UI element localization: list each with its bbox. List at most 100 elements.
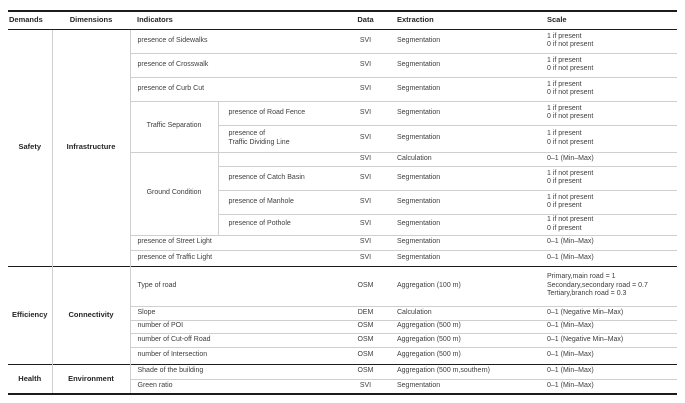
table-row: Green ratio SVI Segmentation 0–1 (Min–Ma… — [8, 378, 677, 394]
table-row: Health Environment Shade of the building… — [8, 363, 677, 394]
header-indicators: Indicators — [130, 11, 345, 30]
scale-value: 1 if present 0 if not present — [540, 52, 677, 77]
table-row: presence of Curb Cut SVI Segmentation 1 … — [8, 76, 677, 101]
scale-value: 0–1 (Min–Max) — [540, 363, 677, 379]
table-row: presence of Street Light SVI Segmentatio… — [8, 234, 677, 250]
scale-value: 0–1 (Min–Max) — [540, 151, 677, 166]
scale-value: 1 if present 0 if not present — [540, 76, 677, 101]
indicator-label: presence of Curb Cut — [130, 76, 345, 101]
extraction-value: Aggregation (500 m,southern) — [386, 363, 540, 379]
table-row: Efficiency Connectivity Type of road OSM… — [8, 265, 677, 364]
indicator-group-traffic-separation: Traffic Separation — [130, 100, 219, 152]
header-data: Data — [345, 11, 386, 30]
extraction-value: Segmentation — [386, 234, 540, 250]
data-value: SVI — [345, 76, 386, 101]
data-value: SVI — [345, 52, 386, 77]
demand-health: Health — [8, 363, 53, 394]
scale-value: 0–1 (Min–Max) — [540, 378, 677, 394]
scale-value: 0–1 (Min–Max) — [540, 249, 677, 266]
indicator-label: number of Intersection — [130, 346, 345, 364]
table-row: presence of Catch Basin SVI Segmentation… — [8, 165, 677, 190]
indicator-label: presence of Traffic Dividing Line — [218, 124, 345, 152]
extraction-value: Calculation — [386, 305, 540, 320]
extraction-value: Segmentation — [386, 249, 540, 266]
indicator-label — [218, 151, 345, 166]
data-value: SVI — [359, 36, 372, 44]
scale-value: 1 if present 0 if not present — [547, 32, 594, 49]
table-row: presence of Traffic Dividing Line SVI Se… — [8, 124, 677, 152]
dimension-infrastructure: Infrastructure — [52, 29, 131, 266]
table-row: number of POI OSM Aggregation (500 m) 0–… — [8, 319, 677, 333]
scale-value: 0–1 (Min–Max) — [540, 346, 677, 364]
scale-value: 1 if not present 0 if present — [540, 189, 677, 214]
scale-value: 0–1 (Negative Min–Max) — [540, 332, 677, 347]
indicator-label: number of POI — [130, 319, 345, 333]
extraction-value: Calculation — [386, 151, 540, 166]
indicator-label: number of Cut-off Road — [130, 332, 345, 347]
data-value: SVI — [345, 249, 386, 266]
demand-safety: Safety — [8, 29, 53, 266]
data-value: SVI — [345, 124, 386, 152]
table-row: presence of Manhole SVI Segmentation 1 i… — [8, 189, 677, 214]
indicator-label: presence of Street Light — [130, 234, 345, 250]
extraction-value: Segmentation — [386, 52, 540, 77]
indicators-table: Demands Dimensions Indicators Data Extra… — [8, 10, 677, 395]
header-extraction: Extraction — [386, 11, 540, 30]
data-value: SVI — [345, 378, 386, 394]
scale-value: 1 if not present 0 if present — [540, 165, 677, 190]
data-value: OSM — [345, 363, 386, 379]
data-value: OSM — [345, 346, 386, 364]
data-value: DEM — [345, 305, 386, 320]
data-value: SVI — [345, 151, 386, 166]
table-row: Slope DEM Calculation 0–1 (Negative Min–… — [8, 305, 677, 320]
extraction-value: Segmentation — [386, 165, 540, 190]
extraction-value: Segmentation — [397, 36, 441, 44]
table-row: Safety Infrastructure presence of Sidewa… — [8, 29, 677, 266]
indicator-label: presence of Manhole — [218, 189, 345, 214]
header-scale: Scale — [540, 11, 677, 30]
table-row: Ground Condition SVI Calculation 0–1 (Mi… — [8, 151, 677, 235]
extraction-value: Aggregation (500 m) — [386, 346, 540, 364]
data-value: OSM — [345, 265, 386, 306]
extraction-value: Segmentation — [386, 213, 540, 235]
indicator-label: presence of Crosswalk — [130, 52, 345, 77]
data-value: SVI — [345, 234, 386, 250]
table-row: presence of Crosswalk SVI Segmentation 1… — [8, 52, 677, 77]
table-row: presence of Traffic Light SVI Segmentati… — [8, 249, 677, 266]
data-value: SVI — [345, 165, 386, 190]
data-value: SVI — [345, 189, 386, 214]
indicator-label: Shade of the building — [130, 363, 345, 379]
data-value: SVI — [345, 213, 386, 235]
dimension-environment: Environment — [52, 363, 131, 394]
indicator-label: presence of Traffic Light — [130, 249, 345, 266]
indicator-label: Slope — [130, 305, 345, 320]
scale-value: 1 if present 0 if not present — [540, 124, 677, 152]
scale-value: 1 if not present 0 if present — [540, 213, 677, 235]
table-row: presence of Pothole SVI Segmentation 1 i… — [8, 213, 677, 235]
extraction-value: Aggregation (500 m) — [386, 319, 540, 333]
header-dimensions: Dimensions — [52, 11, 130, 30]
data-value: OSM — [345, 332, 386, 347]
indicator-label: presence of Sidewalks — [137, 36, 208, 44]
scale-value: 0–1 (Min–Max) — [540, 319, 677, 333]
indicator-label: Green ratio — [130, 378, 345, 394]
header-demands: Demands — [8, 11, 52, 30]
scale-value: 0–1 (Negative Min–Max) — [540, 305, 677, 320]
indicator-label: Type of road — [130, 265, 345, 306]
data-value: SVI — [345, 100, 386, 125]
extraction-value: Aggregation (500 m) — [386, 332, 540, 347]
indicator-label: presence of Catch Basin — [218, 165, 345, 190]
table-row: number of Cut-off Road OSM Aggregation (… — [8, 332, 677, 347]
extraction-value: Aggregation (100 m) — [386, 265, 540, 306]
extraction-value: Segmentation — [386, 76, 540, 101]
indicator-label: presence of Road Fence — [218, 100, 345, 125]
extraction-value: Segmentation — [386, 189, 540, 214]
indicator-label: presence of Pothole — [218, 213, 345, 235]
indicator-group-ground-condition: Ground Condition — [130, 151, 219, 235]
demand-efficiency: Efficiency — [8, 265, 53, 364]
extraction-value: Segmentation — [386, 124, 540, 152]
scale-value: 1 if present 0 if not present — [540, 100, 677, 125]
extraction-value: Segmentation — [386, 100, 540, 125]
scale-value: 0–1 (Min–Max) — [540, 234, 677, 250]
